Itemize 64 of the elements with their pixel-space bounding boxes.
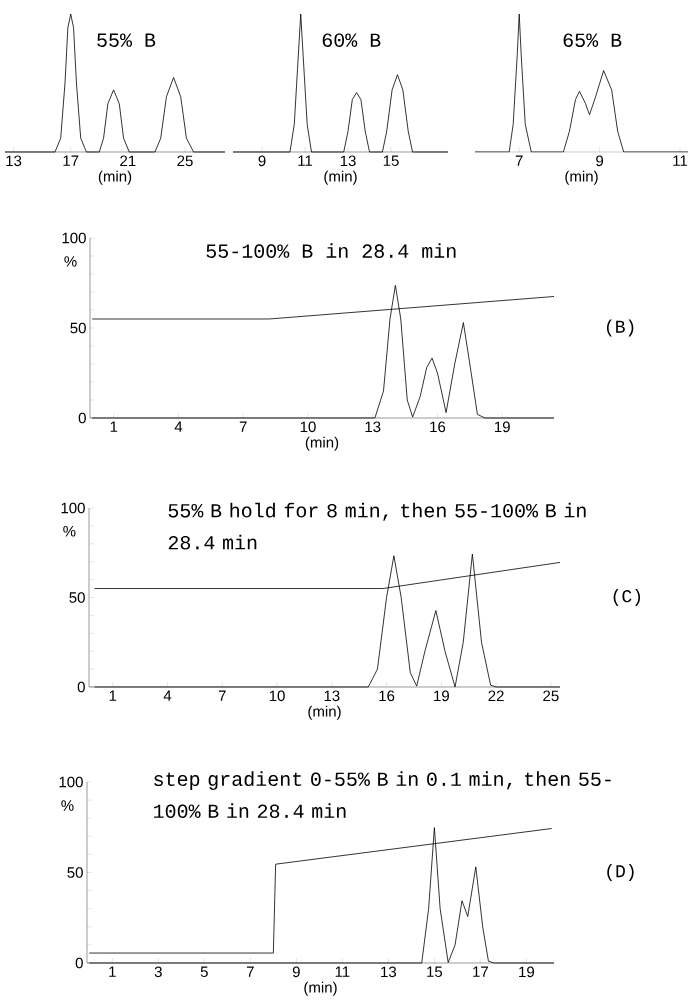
x-axis-title: (min) bbox=[308, 705, 341, 720]
y-tick-label: 50 bbox=[70, 322, 86, 334]
x-tick-label: 10 bbox=[300, 421, 316, 433]
x-tick-label: 10 bbox=[269, 690, 285, 702]
x-tick-label: 13 bbox=[6, 155, 22, 167]
x-axis-title: (min) bbox=[324, 170, 357, 185]
x-tick-label: 5 bbox=[200, 966, 208, 977]
x-tick-label: 3 bbox=[154, 966, 162, 978]
y-tick-label: 100 bbox=[61, 502, 85, 514]
x-tick-label: 4 bbox=[163, 690, 172, 701]
x-tick-label: 19 bbox=[519, 966, 535, 978]
chart-title: 55% B hold for 8 min, then 55-100% B in 28.4 min bbox=[168, 502, 586, 550]
x-tick-label: 13 bbox=[381, 966, 397, 978]
x-tick-label: 9 bbox=[596, 155, 604, 167]
x-axis-title: (min) bbox=[98, 170, 132, 185]
text: (D) bbox=[607, 864, 634, 881]
x-tick-label: 13 bbox=[324, 690, 340, 702]
x-tick-label: 9 bbox=[292, 966, 300, 978]
x-tick-label: 17 bbox=[473, 966, 488, 977]
y-tick-label: 0 bbox=[75, 957, 83, 969]
x-tick-label: 21 bbox=[120, 155, 136, 166]
x-tick-label: 16 bbox=[430, 421, 446, 433]
text: (B) bbox=[606, 319, 634, 337]
y-tick-label: 100 bbox=[62, 232, 86, 244]
text: (C) bbox=[613, 589, 641, 606]
x-tick-label: 7 bbox=[218, 690, 226, 701]
x-tick-label: 4 bbox=[174, 421, 183, 432]
y-tick-label: 0 bbox=[77, 681, 85, 693]
y-tick-label: 50 bbox=[67, 867, 83, 878]
x-tick-label: 22 bbox=[488, 690, 504, 701]
x-axis-title: (min) bbox=[305, 436, 339, 451]
chart-title: 55-100% B in 28.4 min bbox=[206, 243, 456, 258]
x-tick-label: 16 bbox=[379, 690, 395, 702]
x-tick-label: 19 bbox=[434, 690, 449, 702]
y-axis-title: % bbox=[61, 800, 74, 811]
text: 65% B bbox=[563, 33, 622, 47]
x-tick-label: 1 bbox=[110, 421, 118, 432]
x-tick-label: 15 bbox=[427, 966, 443, 977]
text: 60% B bbox=[322, 33, 381, 47]
y-tick-label: 50 bbox=[69, 592, 85, 603]
x-axis-title: (min) bbox=[304, 981, 337, 996]
x-tick-label: 25 bbox=[543, 690, 559, 702]
x-tick-label: 15 bbox=[383, 155, 399, 166]
y-axis-title: % bbox=[64, 256, 77, 267]
x-tick-label: 7 bbox=[246, 966, 254, 977]
x-tick-label: 25 bbox=[177, 155, 193, 167]
chart-title: step gradient 0-55% B in 0.1 min, then 55-100% B in 28.4 min bbox=[154, 771, 611, 819]
x-tick-label: 11 bbox=[335, 966, 350, 977]
x-tick-label: 9 bbox=[258, 155, 266, 167]
text: 55% B bbox=[97, 33, 156, 47]
x-tick-label: 1 bbox=[109, 690, 117, 701]
x-tick-label: 13 bbox=[340, 155, 356, 167]
x-tick-label: 19 bbox=[495, 421, 510, 433]
x-axis-title: (min) bbox=[565, 170, 598, 185]
x-tick-label: 11 bbox=[673, 155, 688, 166]
x-tick-label: 17 bbox=[63, 155, 79, 166]
y-tick-label: 100 bbox=[59, 776, 83, 788]
x-tick-label: 13 bbox=[365, 421, 381, 433]
y-tick-label: 0 bbox=[78, 412, 86, 424]
x-tick-label: 11 bbox=[298, 155, 313, 166]
x-tick-label: 7 bbox=[515, 155, 523, 166]
x-tick-label: 1 bbox=[109, 966, 116, 977]
x-tick-label: 7 bbox=[239, 421, 247, 432]
y-axis-title: % bbox=[63, 526, 76, 537]
